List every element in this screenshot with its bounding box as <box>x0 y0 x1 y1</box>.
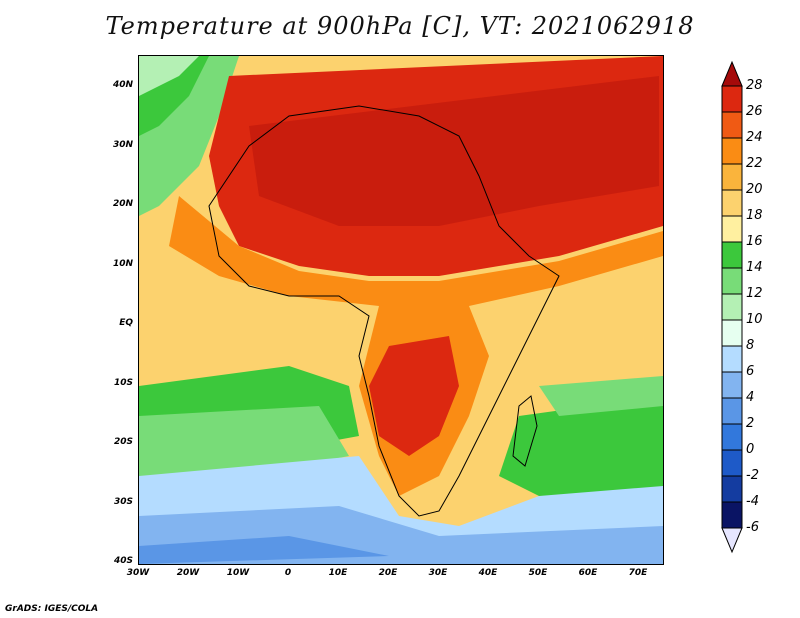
colorbar-box <box>721 163 743 191</box>
colorbar-box <box>721 345 743 373</box>
lon-label: 70E <box>628 568 648 578</box>
colorbar-label: 6 <box>746 364 755 379</box>
colorbar-label: 10 <box>746 312 763 327</box>
lon-label: 50E <box>528 568 548 578</box>
temperature-map <box>138 55 664 565</box>
colorbar-label: 12 <box>746 286 763 301</box>
colorbar-box <box>721 85 743 113</box>
lon-label: 0 <box>284 568 292 578</box>
colorbar-label: 2 <box>746 416 755 431</box>
lon-label: 30E <box>428 568 448 578</box>
colorbar-label: 26 <box>746 104 763 119</box>
lat-label: 40S <box>113 556 133 566</box>
lon-label: 60E <box>578 568 598 578</box>
colorbar-label: -4 <box>746 494 759 509</box>
lat-label: 10S <box>113 378 133 388</box>
colorbar-label: 28 <box>746 78 763 93</box>
colorbar-box <box>721 189 743 217</box>
colorbar-label: 18 <box>746 208 763 223</box>
colorbar-label: 24 <box>746 130 763 145</box>
temperature-field <box>139 56 663 564</box>
colorbar-box <box>721 475 743 503</box>
colorbar-box <box>721 423 743 451</box>
colorbar-box <box>721 215 743 243</box>
lat-label: EQ <box>119 318 133 328</box>
lon-label: 40E <box>478 568 498 578</box>
colorbar <box>721 60 743 554</box>
colorbar-box <box>721 111 743 139</box>
lat-label: 30S <box>113 497 133 507</box>
colorbar-label: 8 <box>746 338 755 353</box>
colorbar-box <box>721 397 743 425</box>
colorbar-label: 22 <box>746 156 763 171</box>
lat-label: 10N <box>112 259 133 269</box>
colorbar-arrow-bottom <box>721 527 743 554</box>
colorbar-box <box>721 319 743 347</box>
colorbar-box <box>721 449 743 477</box>
colorbar-label: -6 <box>746 520 759 535</box>
colorbar-label: -2 <box>746 468 759 483</box>
colorbar-box <box>721 267 743 295</box>
colorbar-box <box>721 501 743 529</box>
colorbar-box <box>721 241 743 269</box>
lat-label: 40N <box>112 80 133 90</box>
colorbar-box <box>721 137 743 165</box>
footer-credit: GrADS: IGES/COLA <box>5 604 99 614</box>
lon-label: 10E <box>328 568 348 578</box>
lon-label: 10W <box>226 568 250 578</box>
lon-label: 30W <box>126 568 150 578</box>
lon-label: 20W <box>176 568 200 578</box>
lat-label: 20N <box>112 199 133 209</box>
colorbar-label: 4 <box>746 390 755 405</box>
lat-label: 20S <box>113 437 133 447</box>
colorbar-label: 0 <box>746 442 755 457</box>
colorbar-box <box>721 371 743 399</box>
lon-label: 20E <box>378 568 398 578</box>
colorbar-label: 16 <box>746 234 763 249</box>
map-title: Temperature at 900hPa [C], VT: 202106291… <box>105 12 695 40</box>
colorbar-label: 20 <box>746 182 763 197</box>
colorbar-box <box>721 293 743 321</box>
colorbar-arrow-top <box>721 60 743 87</box>
colorbar-label: 14 <box>746 260 763 275</box>
lat-label: 30N <box>112 140 133 150</box>
